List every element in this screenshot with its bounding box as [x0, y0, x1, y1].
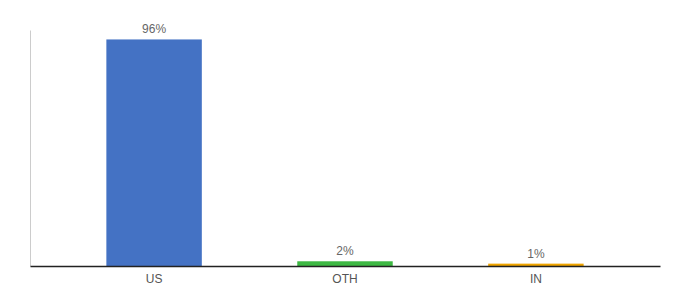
plot-area: US OTH IN 96% 2% 1%: [31, 22, 661, 285]
x-tick-label: US: [146, 272, 163, 286]
x-tick: OTH: [332, 266, 357, 286]
data-label: 2%: [336, 244, 354, 258]
bar: [297, 261, 392, 266]
x-tick: IN: [530, 266, 542, 286]
x-axis-line: [31, 266, 661, 268]
x-tick-label: OTH: [332, 272, 357, 286]
bar: [488, 264, 583, 266]
chart-svg: US OTH IN 96% 2% 1%: [0, 0, 680, 300]
x-axis: US OTH IN: [31, 266, 661, 286]
y-axis: [30, 31, 31, 267]
x-tick-label: IN: [530, 272, 542, 286]
x-tick: US: [146, 266, 163, 286]
bar: [106, 39, 201, 266]
bars: [106, 39, 583, 266]
y-axis-line: [30, 31, 31, 267]
data-labels: 96% 2% 1%: [142, 22, 545, 260]
data-label: 1%: [527, 247, 545, 261]
chart-container: US OTH IN 96% 2% 1%: [0, 0, 680, 300]
data-label: 96%: [142, 22, 166, 36]
